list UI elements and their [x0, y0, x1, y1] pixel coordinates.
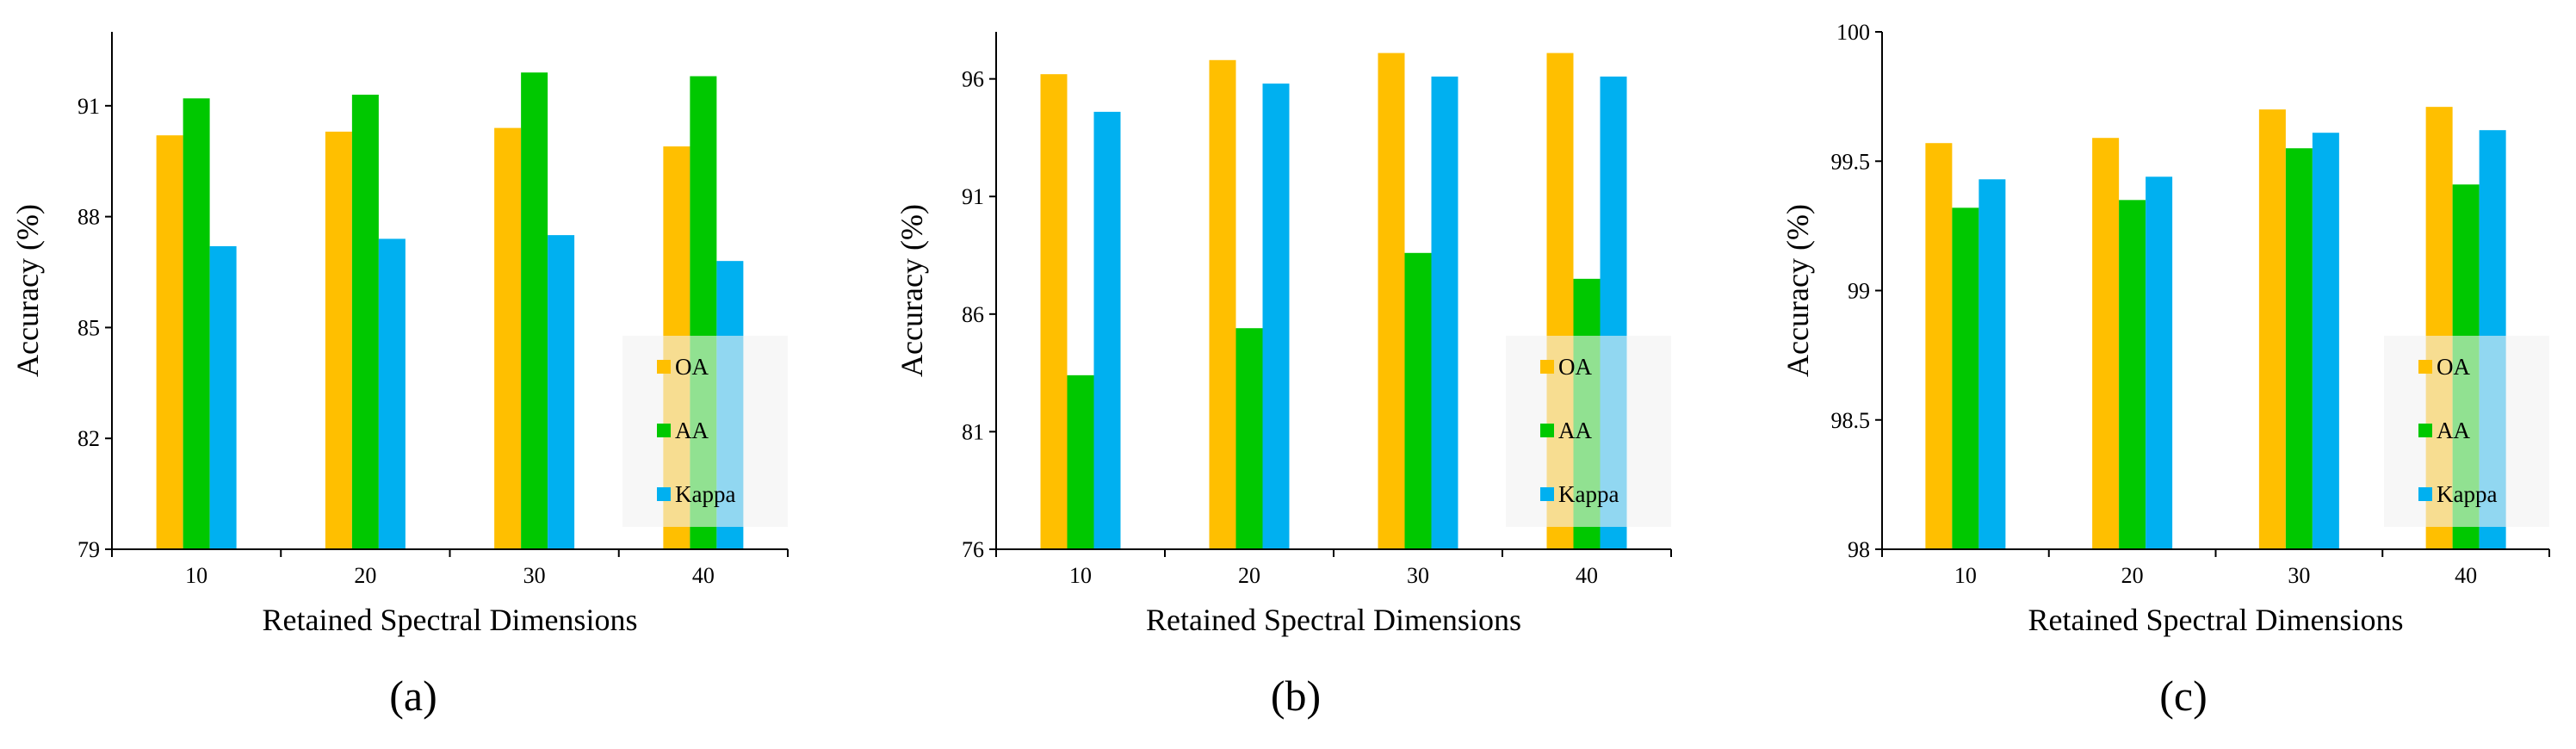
legend-label-aa: AA — [2437, 418, 2470, 443]
x-tick-label: 40 — [2455, 563, 2477, 588]
legend-swatch-kappa — [1540, 487, 1554, 501]
panel-label: (c) — [2159, 672, 2208, 720]
bar-oa-20 — [2092, 138, 2120, 549]
legend-label-kappa: Kappa — [675, 481, 735, 507]
x-tick-label: 20 — [354, 563, 376, 588]
legend-swatch-kappa — [2418, 487, 2432, 501]
y-tick-label: 86 — [962, 302, 984, 327]
bar-kappa-10 — [1093, 111, 1121, 549]
panel-label: (b) — [1271, 672, 1321, 720]
bar-aa-10 — [1952, 207, 1979, 549]
bar-kappa-20 — [2146, 176, 2173, 549]
x-tick-label: 10 — [185, 563, 207, 588]
y-tick-label: 91 — [77, 94, 100, 119]
x-tick-label: 40 — [1576, 563, 1598, 588]
x-tick-label: 40 — [692, 563, 715, 588]
y-tick-label: 99 — [1848, 279, 1870, 304]
legend: OA AA Kappa — [622, 336, 788, 527]
bar-oa-10 — [156, 135, 183, 549]
y-tick-label: 88 — [77, 205, 100, 230]
bar-oa-10 — [1925, 143, 1953, 549]
bar-aa-10 — [183, 98, 210, 550]
bar-aa-20 — [351, 94, 379, 549]
bar-kappa-10 — [1978, 179, 2006, 549]
legend-label-oa: OA — [2437, 354, 2470, 380]
bar-oa-30 — [1378, 53, 1405, 549]
legend-label-aa: AA — [1558, 418, 1592, 443]
legend-label-kappa: Kappa — [1558, 481, 1619, 507]
bar-oa-20 — [325, 131, 352, 549]
panel-label: (a) — [389, 672, 437, 720]
bar-kappa-20 — [378, 238, 406, 549]
y-tick-label: 81 — [962, 419, 984, 444]
y-tick-label: 100 — [1836, 20, 1870, 45]
chart-panel-a: 79 82 85 88 91 10 20 30 40 OA AA Kappa Retained Spec… — [10, 32, 789, 720]
x-tick-label: 30 — [1407, 563, 1429, 588]
x-axis-title: Retained Spectral Dimensions — [1146, 603, 1521, 637]
y-tick-label: 79 — [77, 537, 100, 562]
y-tick-label: 91 — [962, 184, 984, 209]
y-tick-label: 98.5 — [1831, 408, 1871, 433]
y-tick-label: 98 — [1848, 537, 1870, 562]
legend-label-kappa: Kappa — [2437, 481, 2497, 507]
y-tick-label: 76 — [962, 537, 984, 562]
legend: OA AA Kappa — [2384, 336, 2549, 527]
x-tick-label: 30 — [2288, 563, 2310, 588]
bar-kappa-30 — [2312, 133, 2339, 549]
legend-label-aa: AA — [675, 418, 709, 443]
x-tick-label: 10 — [1069, 563, 1092, 588]
legend-box — [622, 336, 788, 527]
y-tick-label: 96 — [962, 67, 984, 92]
chart-panel-c: 98 98.5 99 99.5 100 10 20 30 40 OA AA Kappa Retained… — [1780, 20, 2550, 720]
bar-aa-20 — [1235, 328, 1263, 549]
x-axis-title: Retained Spectral Dimensions — [2028, 603, 2404, 637]
x-tick-label: 20 — [2121, 563, 2144, 588]
bar-aa-30 — [521, 72, 548, 549]
bar-oa-10 — [1040, 74, 1068, 549]
legend-box — [1506, 336, 1671, 527]
legend-swatch-kappa — [657, 487, 671, 501]
y-axis-title: Accuracy (%) — [895, 204, 929, 377]
legend: OA AA Kappa — [1506, 336, 1671, 527]
chart-panel-b: 76 81 86 91 96 10 20 30 40 OA AA Kappa Retained Spec… — [895, 32, 1672, 720]
x-tick-label: 30 — [523, 563, 546, 588]
bar-kappa-10 — [209, 245, 237, 549]
bar-aa-20 — [2119, 200, 2146, 549]
bar-kappa-20 — [1262, 84, 1290, 550]
bar-kappa-30 — [548, 235, 575, 549]
bar-oa-30 — [494, 127, 522, 549]
x-tick-label: 10 — [1954, 563, 1977, 588]
y-tick-label: 85 — [77, 315, 100, 340]
legend-swatch-aa — [2418, 424, 2432, 437]
bar-kappa-30 — [1431, 76, 1458, 550]
y-tick-label: 99.5 — [1831, 149, 1871, 174]
y-axis-title: Accuracy (%) — [1780, 204, 1815, 377]
x-axis-title: Retained Spectral Dimensions — [263, 603, 638, 637]
legend-swatch-aa — [657, 424, 671, 437]
x-tick-label: 20 — [1238, 563, 1260, 588]
bar-oa-20 — [1209, 59, 1236, 550]
y-tick-label: 82 — [77, 426, 100, 451]
legend-label-oa: OA — [1558, 354, 1592, 380]
legend-label-oa: OA — [675, 354, 709, 380]
legend-swatch-oa — [1540, 360, 1554, 374]
legend-swatch-aa — [1540, 424, 1554, 437]
y-axis-title: Accuracy (%) — [10, 204, 45, 377]
legend-swatch-oa — [657, 360, 671, 374]
bar-aa-10 — [1067, 374, 1094, 549]
bar-aa-30 — [2285, 148, 2313, 549]
legend-swatch-oa — [2418, 360, 2432, 374]
bar-oa-30 — [2258, 109, 2286, 550]
bar-aa-30 — [1404, 252, 1432, 549]
legend-box — [2384, 336, 2549, 527]
